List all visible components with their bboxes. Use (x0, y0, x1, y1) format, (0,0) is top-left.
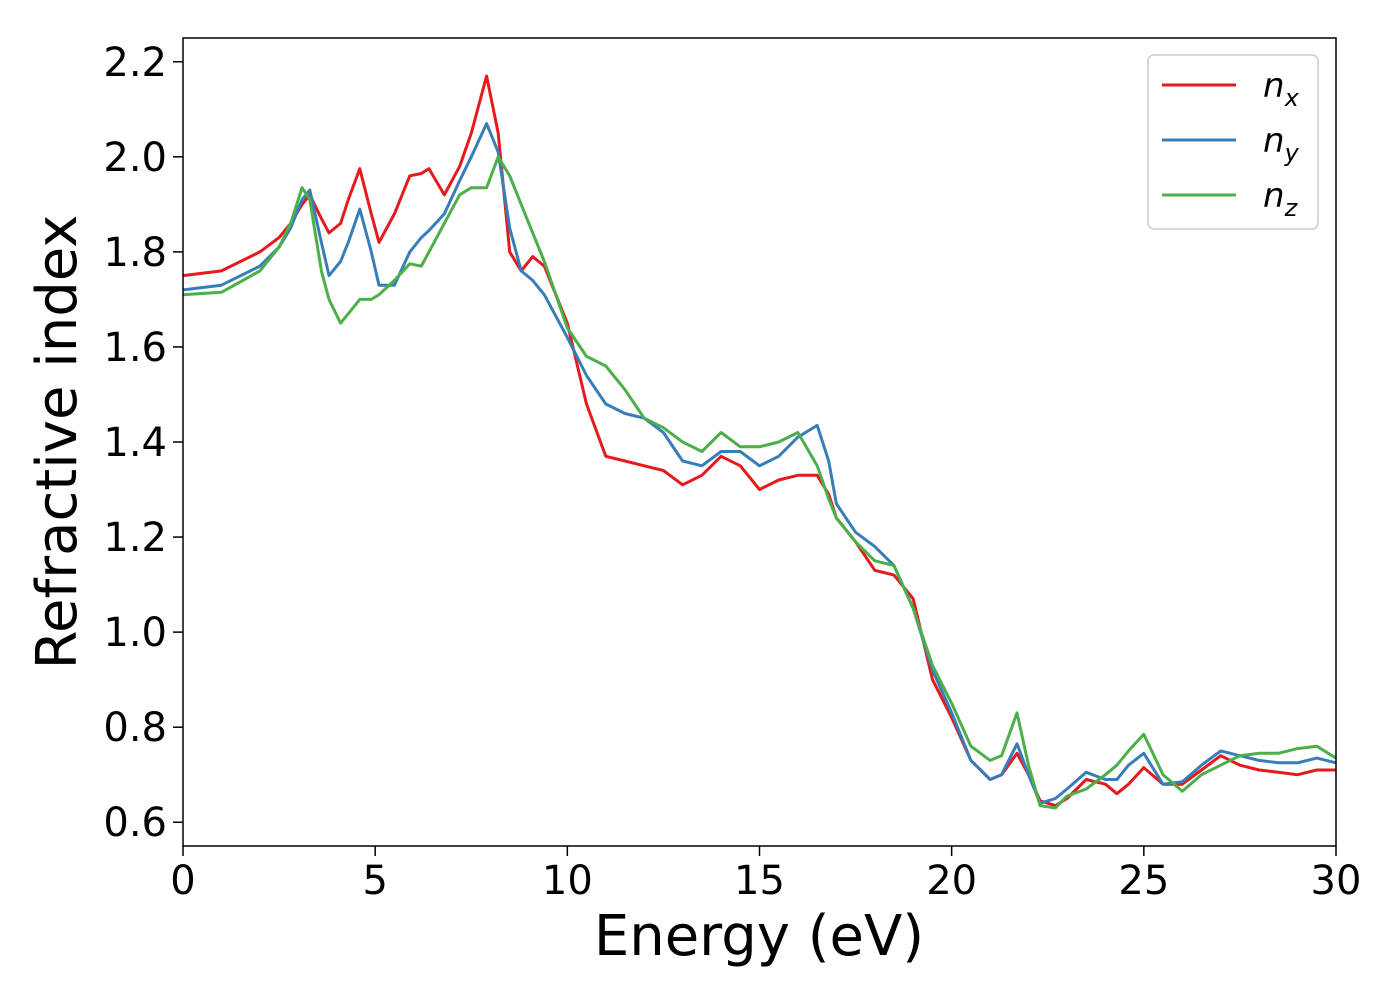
plot-frame (182, 37, 1337, 847)
y-tick-label: 2.0 (103, 135, 167, 181)
legend-box (1147, 54, 1319, 230)
legend: nx ny nz (1147, 54, 1319, 230)
x-tick-label: 0 (170, 858, 195, 904)
x-tick-label: 20 (926, 858, 977, 904)
series-line (182, 122, 1337, 805)
x-axis-label: Energy (eV) (594, 904, 924, 969)
series-line (182, 74, 1336, 808)
y-tick-label: 1.4 (103, 420, 167, 466)
y-axis-label: Refractive index (25, 215, 90, 670)
y-tick-label: 0.8 (103, 705, 167, 751)
x-tick-label: 5 (362, 858, 387, 904)
y-tick-label: 2.2 (103, 40, 167, 86)
y-tick-label: 1.0 (103, 610, 167, 656)
series-line (182, 155, 1337, 810)
x-tick-label: 30 (1311, 858, 1362, 904)
legend-label: nz (1263, 176, 1299, 222)
x-tick-label: 25 (1118, 858, 1169, 904)
x-tick-label: 15 (734, 858, 785, 904)
y-tick-label: 1.2 (103, 515, 167, 561)
y-tick-label: 1.6 (103, 325, 167, 371)
legend-label: nx (1263, 66, 1300, 112)
x-tick-label: 10 (542, 858, 593, 904)
legend-label: ny (1263, 121, 1300, 167)
y-tick-label: 1.8 (103, 230, 167, 276)
y-tick-label: 0.6 (103, 800, 167, 846)
plot-area (183, 38, 1336, 846)
